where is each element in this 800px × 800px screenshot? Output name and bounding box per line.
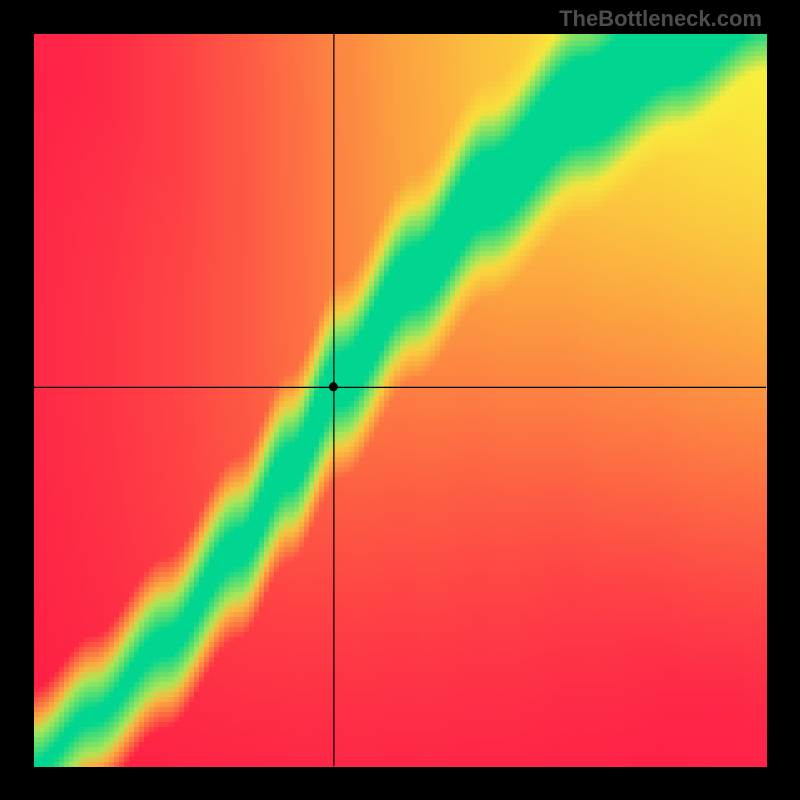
chart-container: TheBottleneck.com — [0, 0, 800, 800]
bottleneck-heatmap — [0, 0, 800, 800]
